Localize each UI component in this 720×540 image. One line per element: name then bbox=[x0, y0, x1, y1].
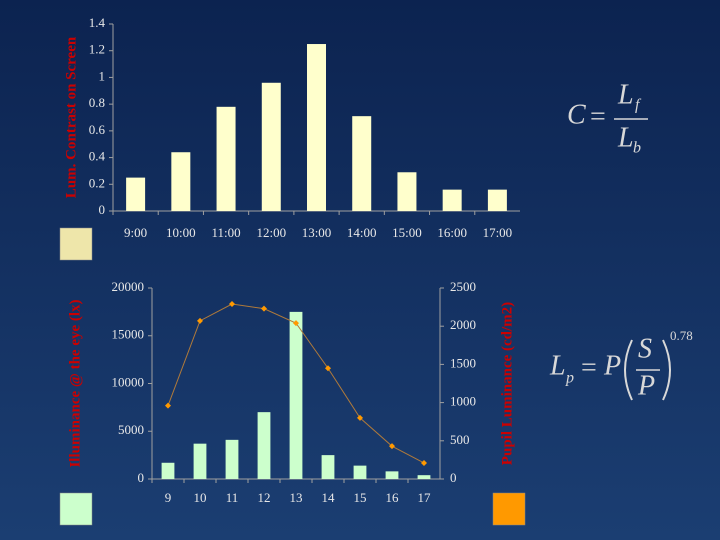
parenthesis bbox=[624, 339, 633, 401]
x-tick-label: 13:00 bbox=[302, 225, 332, 240]
bar bbox=[385, 471, 399, 479]
y-axis-title: Lum. Contrast on Screen bbox=[63, 36, 79, 198]
y-tick-label: 0.8 bbox=[89, 95, 105, 110]
formula-text: = bbox=[581, 352, 597, 383]
bar bbox=[353, 465, 367, 479]
bar bbox=[289, 311, 303, 479]
y2-tick-label: 500 bbox=[450, 432, 470, 447]
bar bbox=[161, 462, 175, 479]
formula-text: L bbox=[617, 79, 634, 110]
formula-text: C bbox=[567, 99, 586, 130]
x-tick-label: 10:00 bbox=[166, 225, 196, 240]
x-tick-label: 11 bbox=[226, 490, 239, 505]
formula-contrast: C = L f L b bbox=[567, 79, 648, 157]
formula-text: L bbox=[617, 122, 634, 153]
marker bbox=[357, 414, 363, 421]
formula-text: = bbox=[590, 101, 606, 132]
bar bbox=[321, 455, 335, 479]
x-tick-label: 9:00 bbox=[124, 225, 147, 240]
x-tick-label: 10 bbox=[194, 490, 207, 505]
y-tick-label: 1.4 bbox=[89, 15, 106, 30]
marker bbox=[229, 301, 235, 308]
bar bbox=[487, 189, 507, 211]
formula-text: f bbox=[635, 97, 642, 114]
bar bbox=[257, 412, 271, 479]
y-tick-label: 0.6 bbox=[89, 122, 106, 137]
x-tick-label: 17 bbox=[418, 490, 432, 505]
y-tick-label: 0.2 bbox=[89, 175, 105, 190]
parenthesis bbox=[662, 339, 671, 401]
x-tick-label: 16 bbox=[386, 490, 400, 505]
y2-tick-label: 1000 bbox=[450, 394, 476, 409]
legend-swatch bbox=[492, 492, 526, 526]
bar bbox=[307, 44, 326, 212]
marker bbox=[421, 459, 427, 466]
x-tick-label: 12:00 bbox=[256, 225, 286, 240]
marker bbox=[325, 365, 331, 372]
bar bbox=[126, 177, 146, 211]
y-tick-label: 0 bbox=[138, 470, 145, 485]
legend-swatch bbox=[59, 227, 93, 261]
bar bbox=[397, 172, 417, 211]
formula-text: S bbox=[638, 333, 652, 364]
y2-tick-label: 1500 bbox=[450, 355, 476, 370]
y2-tick-label: 2500 bbox=[450, 279, 476, 294]
x-tick-label: 9 bbox=[165, 490, 172, 505]
x-tick-label: 15:00 bbox=[392, 225, 422, 240]
y-tick-label: 10000 bbox=[112, 374, 145, 389]
formula-pupil: L p = P S P 0.78 bbox=[549, 328, 693, 401]
formula-text: p bbox=[565, 370, 574, 387]
y-tick-label: 1.2 bbox=[89, 42, 105, 57]
x-tick-label: 14:00 bbox=[347, 225, 377, 240]
x-tick-label: 17:00 bbox=[483, 225, 513, 240]
marker bbox=[197, 317, 203, 324]
marker bbox=[293, 320, 299, 327]
y-tick-label: 15000 bbox=[112, 327, 145, 342]
y-tick-label: 0 bbox=[99, 202, 106, 217]
y2-tick-label: 2000 bbox=[450, 317, 476, 332]
x-tick-label: 12 bbox=[258, 490, 271, 505]
x-tick-label: 11:00 bbox=[211, 225, 240, 240]
formula-text: L bbox=[549, 350, 566, 381]
y-tick-label: 5000 bbox=[118, 422, 144, 437]
marker bbox=[261, 305, 267, 312]
legend-swatch bbox=[59, 492, 93, 526]
bar bbox=[216, 106, 236, 211]
y-tick-label: 1 bbox=[99, 68, 106, 83]
bar bbox=[442, 189, 462, 211]
y-tick-label: 20000 bbox=[112, 279, 145, 294]
bar bbox=[417, 475, 431, 479]
charts: 0 0.2 0.4 0.6 0.8 1 1.2 1.4 9:00 10:00 11:00 12:00 1… bbox=[59, 15, 526, 526]
formula-text: 0.78 bbox=[670, 328, 693, 343]
formula-text: b bbox=[633, 140, 641, 157]
bar bbox=[352, 116, 372, 211]
x-tick-label: 13 bbox=[290, 490, 303, 505]
x-tick-label: 14 bbox=[322, 490, 336, 505]
y-tick-label: 0.4 bbox=[89, 149, 106, 164]
bar bbox=[261, 82, 281, 212]
bar bbox=[171, 152, 191, 211]
bar bbox=[225, 439, 239, 479]
formula-text: P bbox=[603, 350, 621, 381]
x-tick-label: 15 bbox=[354, 490, 367, 505]
marker bbox=[389, 443, 395, 450]
y2-axis-title: Pupil Luminance (cd/m2) bbox=[499, 302, 515, 465]
x-tick-label: 16:00 bbox=[437, 225, 467, 240]
formula-text: P bbox=[637, 370, 655, 401]
marker bbox=[165, 402, 171, 409]
y-axis-title: Illuminance @ the eye (lx) bbox=[67, 299, 83, 467]
bar bbox=[193, 443, 207, 479]
y2-tick-label: 0 bbox=[450, 470, 457, 485]
